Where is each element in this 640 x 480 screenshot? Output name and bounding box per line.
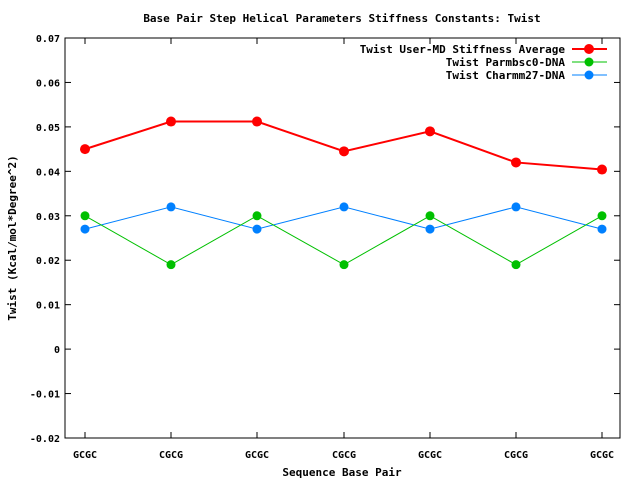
data-point-s1-1 bbox=[166, 260, 176, 270]
y-tick-label: 0.05 bbox=[36, 123, 60, 134]
series-layer bbox=[80, 116, 607, 270]
x-tick-label: CGCG bbox=[332, 450, 356, 461]
y-tick-label: 0.06 bbox=[36, 78, 60, 89]
plot-frame bbox=[64, 37, 621, 439]
y-tick-label: 0.04 bbox=[36, 167, 60, 178]
data-point-s0-4 bbox=[425, 126, 435, 137]
x-tick-label: GCGC bbox=[73, 450, 97, 461]
data-point-s2-5 bbox=[511, 202, 521, 212]
legend-swatch-marker-0 bbox=[584, 44, 594, 54]
legend-label-0: Twist User-MD Stiffness Average bbox=[360, 43, 566, 56]
data-point-s0-3 bbox=[339, 146, 349, 157]
data-point-s0-2 bbox=[252, 116, 262, 127]
chart-title: Base Pair Step Helical Parameters Stiffn… bbox=[143, 12, 540, 25]
data-point-s2-0 bbox=[80, 224, 90, 234]
y-axis: -0.02 -0.01 0 0.01 0.02 0.03 0.04 0.05 0.06 0.07 bbox=[30, 34, 620, 445]
x-tick-label: GCGC bbox=[590, 450, 614, 461]
data-point-s0-0 bbox=[80, 144, 90, 155]
y-tick-label: -0.02 bbox=[30, 434, 60, 445]
x-axis-label: Sequence Base Pair bbox=[282, 466, 402, 479]
x-axis: GCGC CGCG GCGC CGCG GCGC CGCG GCGC bbox=[73, 38, 614, 461]
y-tick-label: -0.01 bbox=[30, 390, 60, 401]
data-point-s0-6 bbox=[597, 164, 607, 175]
data-point-s0-5 bbox=[511, 157, 521, 168]
legend-label-2: Twist Charmm27-DNA bbox=[446, 69, 566, 82]
legend-swatch-marker-2 bbox=[584, 70, 594, 80]
y-axis-label: Twist (Kcal/mol*Degree^2) bbox=[6, 155, 19, 321]
y-tick-label: 0.03 bbox=[36, 212, 60, 223]
y-tick-label: 0.07 bbox=[36, 34, 60, 45]
x-tick-label: CGCG bbox=[159, 450, 183, 461]
series-line-0 bbox=[84, 120, 603, 171]
data-point-s2-3 bbox=[339, 202, 349, 212]
y-tick-label: 0.02 bbox=[36, 256, 60, 267]
data-point-s2-1 bbox=[166, 202, 176, 212]
x-tick-label: GCGC bbox=[245, 450, 269, 461]
data-point-s1-4 bbox=[425, 211, 435, 221]
data-point-s2-6 bbox=[597, 224, 607, 234]
x-tick-label: CGCG bbox=[504, 450, 528, 461]
data-point-s1-0 bbox=[80, 211, 90, 221]
data-point-s0-1 bbox=[166, 116, 176, 127]
data-point-s2-2 bbox=[252, 224, 262, 234]
x-tick-label: GCGC bbox=[418, 450, 442, 461]
data-point-s1-3 bbox=[339, 260, 349, 270]
data-point-s2-4 bbox=[425, 224, 435, 234]
series-line-1 bbox=[84, 215, 603, 266]
y-tick-label: 0 bbox=[54, 345, 60, 356]
data-point-s1-6 bbox=[597, 211, 607, 221]
y-tick-label: 0.01 bbox=[36, 301, 60, 312]
legend-label-1: Twist Parmbsc0-DNA bbox=[446, 56, 566, 69]
legend-swatch-marker-1 bbox=[584, 57, 594, 67]
data-point-s1-2 bbox=[252, 211, 262, 221]
data-point-s1-5 bbox=[511, 260, 521, 270]
